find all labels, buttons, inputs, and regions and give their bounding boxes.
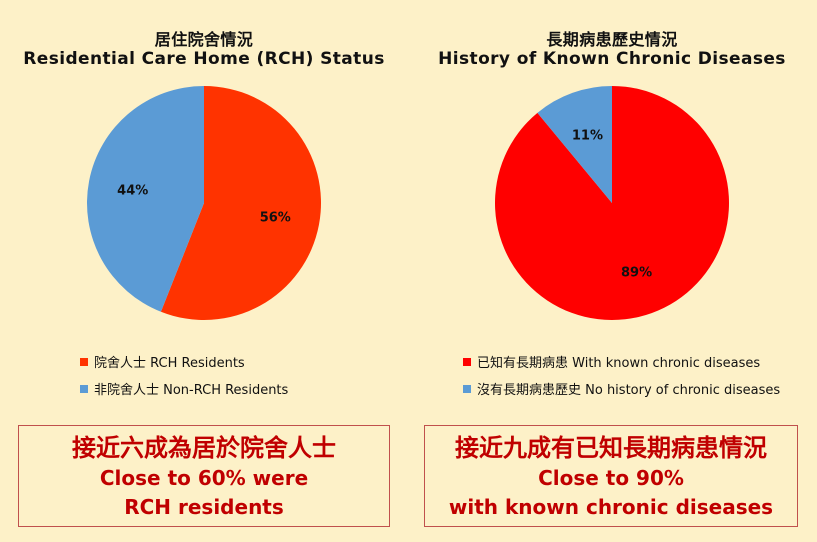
callout-en-line1: Close to 90% <box>538 466 684 490</box>
legend-label: 沒有長期病患歷史 No history of chronic diseases <box>477 383 781 398</box>
legend-item: 沒有長期病患歷史 No history of chronic diseases <box>463 375 780 402</box>
pie-slice <box>537 86 612 203</box>
chart-title: Residential Care Home (RCH) Status <box>23 49 385 69</box>
legend-item: 非院舍人士 Non-RCH Residents <box>80 375 288 402</box>
legend: 已知有長期病患 With known chronic diseases 沒有長期… <box>463 348 780 402</box>
legend-swatch <box>80 357 88 366</box>
legend-label: 院舍人士 RCH Residents <box>94 356 245 371</box>
slice-data-label: 56% <box>260 211 291 226</box>
slice-data-label: 44% <box>117 183 148 198</box>
summary-callout: 接近九成有已知長期病患情況 Close to 90% with known ch… <box>424 425 798 527</box>
legend-label: 已知有長期病患 With known chronic diseases <box>477 356 761 371</box>
callout-en-line2: RCH residents <box>124 495 284 519</box>
chronic-disease-panel: 長期病患歷史情況 History of Known Chronic Diseas… <box>408 0 816 542</box>
callout-zh: 接近六成為居於院舍人士 <box>72 433 336 462</box>
legend-swatch <box>463 357 471 366</box>
callout-en-line1: Close to 60% were <box>99 466 309 490</box>
pie-slice <box>160 86 321 320</box>
legend-item: 院舍人士 RCH Residents <box>80 348 288 375</box>
chart-title-zh: 長期病患歷史情況 <box>546 30 678 49</box>
chronic-disease-pie: 89% 11% <box>495 86 729 320</box>
callout-zh: 接近九成有已知長期病患情況 <box>455 433 767 462</box>
slice-data-label: 89% <box>621 265 652 280</box>
legend-swatch <box>463 384 471 393</box>
chart-title: History of Known Chronic Diseases <box>438 49 786 69</box>
pie-slice <box>86 86 204 312</box>
chart-title-zh: 居住院舍情況 <box>154 30 254 49</box>
rch-status-panel: 居住院舍情況 Residential Care Home (RCH) Statu… <box>0 0 408 542</box>
legend: 院舍人士 RCH Residents 非院舍人士 Non-RCH Residen… <box>80 348 288 402</box>
summary-callout: 接近六成為居於院舍人士 Close to 60% were RCH reside… <box>18 425 390 527</box>
slice-data-label: 11% <box>572 129 603 144</box>
callout-en-line2: with known chronic diseases <box>448 495 774 519</box>
rch-status-pie: 56% 44% <box>86 86 321 320</box>
legend-label: 非院舍人士 Non-RCH Residents <box>94 383 289 398</box>
legend-item: 已知有長期病患 With known chronic diseases <box>463 348 780 375</box>
legend-swatch <box>80 384 88 393</box>
